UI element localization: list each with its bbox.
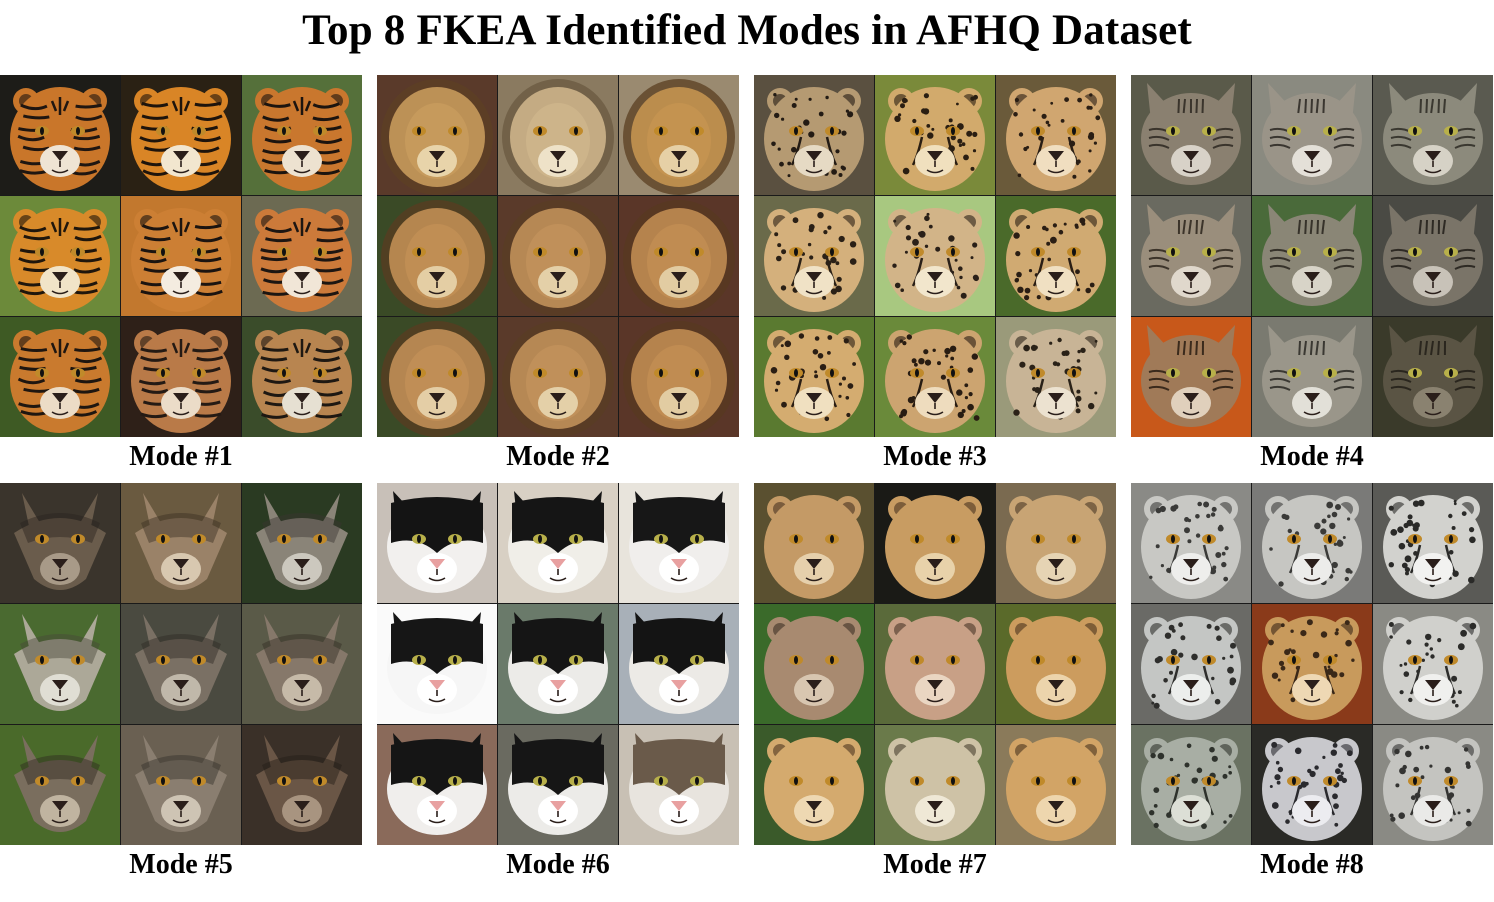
mode-image-grid: [0, 75, 362, 437]
tabby-cat-face-image: [1373, 196, 1493, 316]
mode-panel: Mode #5: [0, 483, 362, 881]
lioness-face-image: [754, 483, 874, 603]
mode-label: Mode #1: [129, 441, 233, 472]
mode-label: Mode #8: [1260, 849, 1364, 880]
snow-leopard-face-image: [1131, 483, 1251, 603]
snow-leopard-face-image: [1252, 725, 1372, 845]
tabby-cat-face-image: [1131, 317, 1251, 437]
tuxedo-cat-face-image: [498, 483, 618, 603]
wolf-face-image: [0, 725, 120, 845]
wolf-face-image: [121, 604, 241, 724]
tiger-face-image: [242, 317, 362, 437]
wolf-face-image: [242, 725, 362, 845]
mode-label: Mode #3: [883, 441, 987, 472]
mode-image-grid: [0, 483, 362, 845]
lion-face-image: [498, 75, 618, 195]
cheetah-face-image: [996, 75, 1116, 195]
cheetah-face-image: [875, 196, 995, 316]
wolf-face-image: [0, 604, 120, 724]
tabby-cat-face-image: [1252, 75, 1372, 195]
tabby-cat-face-image: [1252, 196, 1372, 316]
mode-image-grid: [1131, 75, 1493, 437]
lion-face-image: [498, 317, 618, 437]
cheetah-face-image: [875, 317, 995, 437]
snow-leopard-face-image: [1131, 725, 1251, 845]
wolf-face-image: [242, 604, 362, 724]
mode-image-grid: [1131, 483, 1493, 845]
tuxedo-cat-face-image: [498, 725, 618, 845]
lion-face-image: [377, 196, 497, 316]
mode-panel: Mode #2: [377, 75, 739, 473]
lioness-face-image: [754, 604, 874, 724]
tuxedo-cat-face-image: [498, 604, 618, 724]
mode-panel: Mode #7: [754, 483, 1116, 881]
mode-panel: Mode #6: [377, 483, 739, 881]
lion-face-image: [498, 196, 618, 316]
lioness-face-image: [996, 725, 1116, 845]
mode-image-grid: [377, 75, 739, 437]
lion-face-image: [619, 317, 739, 437]
tuxedo-cat-face-image: [377, 483, 497, 603]
snow-leopard-face-image: [1373, 725, 1493, 845]
mode-label: Mode #7: [883, 849, 987, 880]
snow-leopard-face-image: [1252, 483, 1372, 603]
mode-label: Mode #5: [129, 849, 233, 880]
lioness-face-image: [875, 725, 995, 845]
tabby-cat-face-image: [1131, 75, 1251, 195]
tabby-cat-face-image: [1252, 317, 1372, 437]
tuxedo-cat-face-image: [377, 604, 497, 724]
tabby-cat-face-image: [1373, 75, 1493, 195]
lioness-face-image: [996, 483, 1116, 603]
wolf-face-image: [121, 483, 241, 603]
mode-image-grid: [754, 75, 1116, 437]
mode-image-grid: [754, 483, 1116, 845]
tuxedo-cat-face-image: [619, 725, 739, 845]
tuxedo-cat-face-image: [619, 604, 739, 724]
tuxedo-cat-face-image: [619, 483, 739, 603]
cheetah-face-image: [996, 196, 1116, 316]
mode-panel: Mode #8: [1131, 483, 1493, 881]
mode-panel: Mode #4: [1131, 75, 1493, 473]
tiger-face-image: [121, 317, 241, 437]
mode-image-grid: [377, 483, 739, 845]
lioness-face-image: [996, 604, 1116, 724]
tiger-face-image: [121, 196, 241, 316]
mode-panel: Mode #3: [754, 75, 1116, 473]
cheetah-face-image: [875, 75, 995, 195]
mode-label: Mode #2: [506, 441, 610, 472]
tiger-face-image: [0, 196, 120, 316]
lioness-face-image: [754, 725, 874, 845]
lion-face-image: [619, 75, 739, 195]
tiger-face-image: [121, 75, 241, 195]
snow-leopard-face-image: [1131, 604, 1251, 724]
lion-face-image: [619, 196, 739, 316]
wolf-face-image: [242, 483, 362, 603]
tiger-face-image: [0, 75, 120, 195]
lion-face-image: [377, 317, 497, 437]
snow-leopard-face-image: [1373, 604, 1493, 724]
lioness-face-image: [875, 604, 995, 724]
tuxedo-cat-face-image: [377, 725, 497, 845]
figure-title: Top 8 FKEA Identified Modes in AFHQ Data…: [302, 7, 1192, 54]
cheetah-face-image: [754, 317, 874, 437]
mode-label: Mode #4: [1260, 441, 1364, 472]
cheetah-face-image: [754, 196, 874, 316]
tabby-cat-face-image: [1131, 196, 1251, 316]
lioness-face-image: [875, 483, 995, 603]
tiger-face-image: [242, 196, 362, 316]
wolf-face-image: [121, 725, 241, 845]
wolf-face-image: [0, 483, 120, 603]
tiger-face-image: [242, 75, 362, 195]
tabby-cat-face-image: [1373, 317, 1493, 437]
lion-face-image: [377, 75, 497, 195]
mode-panel: Mode #1: [0, 75, 362, 473]
mode-label: Mode #6: [506, 849, 610, 880]
cheetah-face-image: [996, 317, 1116, 437]
cheetah-face-image: [754, 75, 874, 195]
snow-leopard-face-image: [1252, 604, 1372, 724]
tiger-face-image: [0, 317, 120, 437]
snow-leopard-face-image: [1373, 483, 1493, 603]
